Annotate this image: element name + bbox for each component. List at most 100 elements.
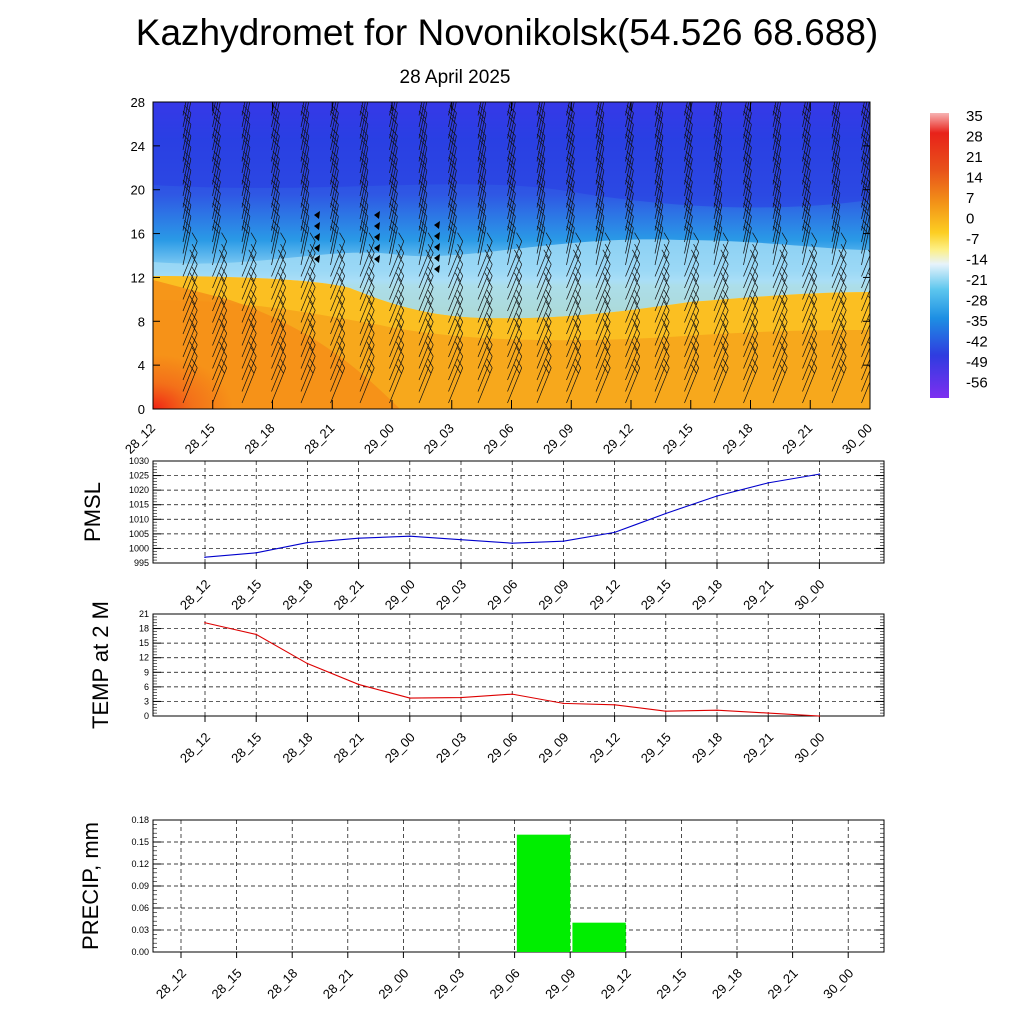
colorbar-label: 21 bbox=[966, 149, 983, 166]
wind-barb bbox=[389, 116, 398, 162]
wind-barb bbox=[831, 185, 841, 231]
colorbar-label: -28 bbox=[966, 293, 988, 310]
wind-barb bbox=[300, 116, 310, 162]
wind-barb bbox=[654, 232, 670, 277]
wind-barb bbox=[418, 174, 428, 220]
wind-barb bbox=[271, 139, 280, 185]
y-tick-label: 20 bbox=[131, 183, 145, 198]
x-tick-label: 29_06 bbox=[480, 421, 516, 457]
wind-barb bbox=[684, 220, 693, 266]
wind-barb bbox=[418, 139, 428, 185]
wind-barb bbox=[772, 151, 782, 197]
wind-barb bbox=[743, 128, 752, 174]
wind-barb bbox=[625, 102, 634, 116]
precip-panel: 0.00 0.03 0.06 0.09 0.12 0.15 0.18 28_12 28_15 28… bbox=[78, 815, 885, 1002]
data-point bbox=[716, 495, 718, 497]
wind-barb bbox=[684, 162, 693, 208]
wind-barb bbox=[477, 102, 487, 128]
wind-barb bbox=[743, 139, 752, 185]
wind-barb bbox=[359, 105, 369, 151]
wind-barb bbox=[418, 232, 434, 277]
data-point bbox=[716, 709, 718, 711]
wind-barb bbox=[477, 208, 487, 254]
x-tick-label: 28_12 bbox=[177, 577, 213, 613]
wind-barb bbox=[743, 105, 752, 151]
wind-barb bbox=[271, 128, 280, 174]
wind-flag bbox=[434, 232, 440, 240]
wind-barb bbox=[241, 232, 257, 277]
y-tick-label: 1000 bbox=[129, 543, 149, 553]
wind-flag bbox=[434, 265, 440, 273]
wind-barb bbox=[625, 232, 641, 277]
wind-barb bbox=[182, 102, 192, 139]
wind-barb bbox=[359, 174, 369, 220]
wind-barb bbox=[566, 232, 582, 277]
wind-barb bbox=[182, 105, 192, 151]
wind-barb bbox=[625, 102, 634, 139]
x-tick-label: 29_18 bbox=[689, 730, 725, 766]
x-tick-label: 29_18 bbox=[689, 577, 725, 613]
wind-barb bbox=[654, 208, 664, 254]
wind-barb bbox=[507, 139, 516, 185]
wind-barb bbox=[861, 310, 870, 346]
wind-barb bbox=[330, 220, 339, 266]
wind-barb bbox=[713, 151, 723, 197]
wind-barb bbox=[241, 174, 251, 220]
wind-barb bbox=[389, 185, 398, 231]
colorbar-label: -7 bbox=[966, 231, 979, 248]
y-axis-label: PMSL bbox=[80, 482, 105, 542]
chart-subtitle: 28 April 2025 bbox=[400, 67, 511, 88]
wind-barb bbox=[595, 102, 605, 116]
wind-barb bbox=[684, 185, 693, 231]
wind-barb bbox=[625, 197, 634, 243]
wind-barb bbox=[241, 162, 251, 208]
wind-barb bbox=[182, 102, 192, 116]
wind-barb bbox=[418, 102, 428, 128]
data-point bbox=[511, 693, 513, 695]
wind-barb bbox=[654, 174, 664, 220]
wind-barb bbox=[625, 102, 634, 128]
wind-barb bbox=[507, 208, 516, 254]
data-point bbox=[665, 710, 667, 712]
wind-barb bbox=[241, 105, 251, 151]
wind-flag bbox=[374, 244, 380, 252]
wind-barb bbox=[418, 102, 428, 116]
wind-barb bbox=[507, 102, 516, 116]
wind-barb bbox=[654, 102, 664, 128]
wind-barb bbox=[448, 208, 457, 254]
wind-barb bbox=[212, 197, 221, 243]
wind-flag bbox=[314, 211, 320, 219]
wind-barb bbox=[802, 151, 811, 197]
wind-barb bbox=[182, 208, 192, 254]
wind-barb bbox=[654, 128, 664, 174]
x-tick-label: 28_12 bbox=[122, 421, 158, 457]
wind-barb bbox=[182, 116, 192, 162]
wind-barb bbox=[802, 174, 811, 220]
wind-barb bbox=[861, 174, 870, 220]
wind-barb bbox=[507, 174, 516, 220]
wind-barb bbox=[831, 102, 841, 128]
colorbar-label: -21 bbox=[966, 272, 988, 289]
wind-barb bbox=[330, 208, 339, 254]
wind-barb bbox=[536, 102, 546, 128]
wind-barb bbox=[772, 220, 782, 266]
wind-barb bbox=[566, 197, 575, 243]
wind-barb bbox=[536, 232, 552, 277]
wind-barb bbox=[271, 116, 280, 162]
plot-frame bbox=[152, 613, 885, 717]
wind-barb bbox=[802, 105, 811, 151]
wind-barb bbox=[448, 197, 457, 243]
wind-barb bbox=[241, 151, 251, 197]
wind-barb bbox=[713, 116, 723, 162]
wind-barb bbox=[713, 174, 723, 220]
wind-barb bbox=[212, 185, 221, 231]
wind-barb bbox=[300, 102, 310, 139]
wind-flag bbox=[314, 244, 320, 252]
colorbar-label: -49 bbox=[966, 354, 988, 371]
x-tick-label: 30_00 bbox=[839, 421, 875, 457]
wind-barb bbox=[477, 220, 487, 266]
wind-barb bbox=[448, 185, 457, 231]
wind-barb bbox=[212, 105, 221, 151]
wind-barb bbox=[831, 220, 841, 266]
wind-barb bbox=[330, 197, 339, 243]
